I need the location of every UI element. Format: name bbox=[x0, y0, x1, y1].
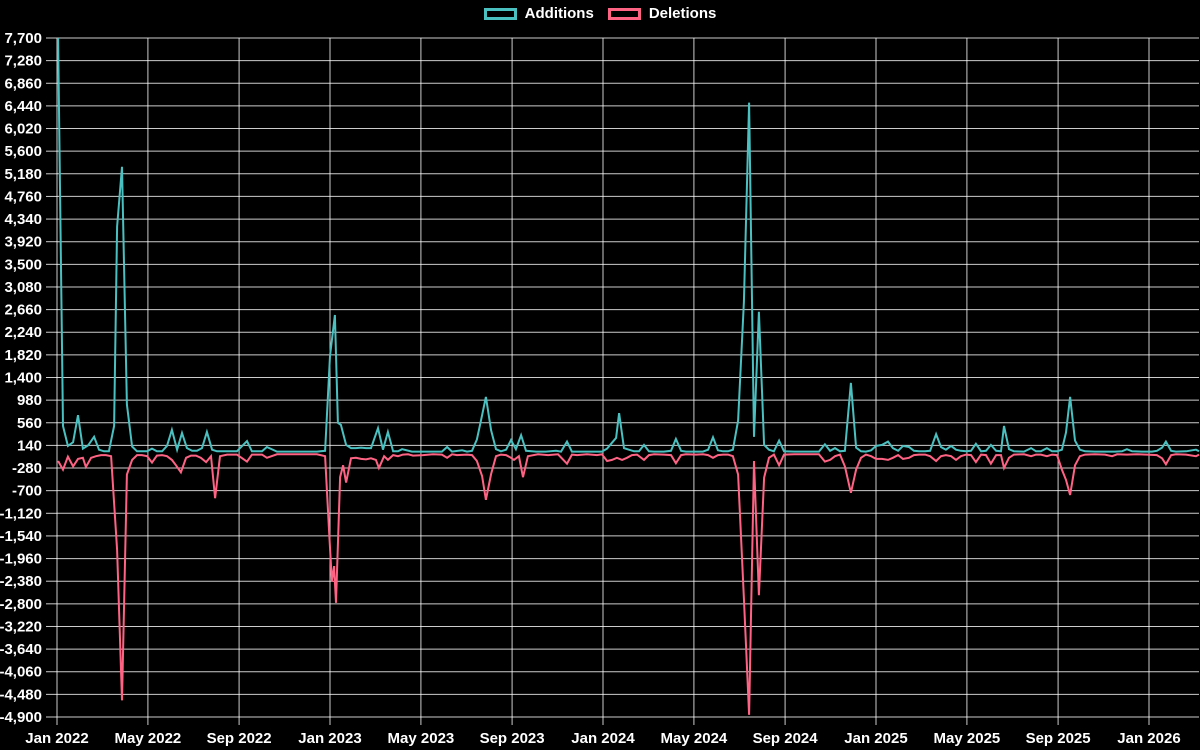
y-tick-label: 1,400 bbox=[4, 370, 42, 387]
y-tick-label: -280 bbox=[12, 460, 42, 477]
y-tick-label: 7,280 bbox=[4, 53, 42, 70]
y-tick-label: 3,080 bbox=[4, 279, 42, 296]
y-tick-label: 6,440 bbox=[4, 98, 42, 115]
y-tick-label: -1,960 bbox=[0, 551, 42, 568]
x-tick-label: Jan 2022 bbox=[25, 730, 88, 747]
y-tick-label: 3,920 bbox=[4, 234, 42, 251]
deletions-legend-swatch bbox=[607, 7, 641, 20]
legend-item-deletions[interactable]: Deletions bbox=[607, 5, 717, 22]
deletions-line[interactable] bbox=[57, 453, 1200, 715]
y-tick-label: -3,640 bbox=[0, 641, 42, 658]
y-tick-label: -3,220 bbox=[0, 618, 42, 635]
y-tick-label: 6,020 bbox=[4, 121, 42, 138]
y-tick-label: -2,800 bbox=[0, 596, 42, 613]
x-tick-label: May 2022 bbox=[115, 730, 182, 747]
x-tick-label: May 2024 bbox=[661, 730, 728, 747]
y-tick-label: -1,540 bbox=[0, 528, 42, 545]
y-tick-label: -4,480 bbox=[0, 686, 42, 703]
y-tick-label: -700 bbox=[12, 483, 42, 500]
y-tick-label: 3,500 bbox=[4, 256, 42, 273]
y-tick-label: -1,120 bbox=[0, 505, 42, 522]
y-tick-label: 4,340 bbox=[4, 211, 42, 228]
x-tick-label: Sep 2024 bbox=[753, 730, 819, 747]
y-tick-label: -4,900 bbox=[0, 709, 42, 726]
x-tick-label: Sep 2025 bbox=[1026, 730, 1091, 747]
x-tick-label: May 2023 bbox=[388, 730, 455, 747]
x-tick-label: May 2025 bbox=[934, 730, 1001, 747]
y-tick-label: 5,600 bbox=[4, 143, 42, 160]
y-tick-label: 7,700 bbox=[4, 30, 42, 47]
x-tick-label: Jan 2023 bbox=[298, 730, 361, 747]
x-tick-label: Sep 2023 bbox=[480, 730, 545, 747]
x-tick-label: Sep 2022 bbox=[207, 730, 272, 747]
x-tick-label: Jan 2024 bbox=[571, 730, 635, 747]
additions-line[interactable] bbox=[57, 37, 1200, 454]
y-tick-label: 560 bbox=[17, 415, 42, 432]
y-tick-label: 2,240 bbox=[4, 324, 42, 341]
y-tick-label: 980 bbox=[17, 392, 42, 409]
y-tick-label: 2,660 bbox=[4, 302, 42, 319]
chart-legend: Additions Deletions bbox=[0, 6, 1200, 21]
y-tick-label: 4,760 bbox=[4, 188, 42, 205]
y-tick-label: -2,380 bbox=[0, 573, 42, 590]
x-tick-label: Jan 2025 bbox=[844, 730, 907, 747]
legend-item-additions[interactable]: Additions bbox=[483, 5, 594, 22]
y-tick-label: 5,180 bbox=[4, 166, 42, 183]
y-tick-label: 6,860 bbox=[4, 75, 42, 92]
deletions-legend-label: Deletions bbox=[648, 5, 717, 22]
y-tick-label: -4,060 bbox=[0, 664, 42, 681]
additions-legend-swatch bbox=[483, 7, 517, 20]
additions-legend-label: Additions bbox=[524, 5, 594, 22]
y-tick-label: 1,820 bbox=[4, 347, 42, 364]
x-tick-label: Jan 2026 bbox=[1117, 730, 1180, 747]
y-tick-label: 140 bbox=[17, 437, 42, 454]
